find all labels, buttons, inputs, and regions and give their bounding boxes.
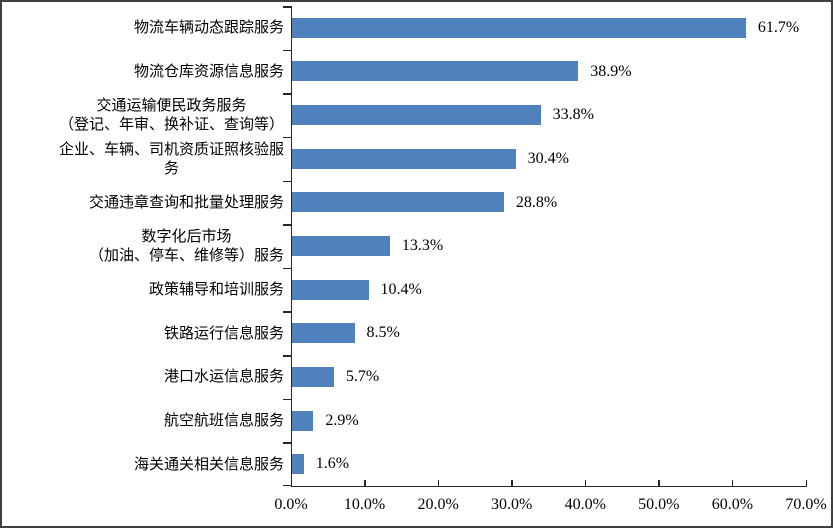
category-axis-tick xyxy=(283,267,292,270)
category-label: 港口水运信息服务 xyxy=(2,355,284,399)
category-label-text: 企业、车辆、司机资质证照核验服 务 xyxy=(58,140,284,177)
bar-value-label: 33.8% xyxy=(552,106,594,124)
category-label-text: 物流仓库资源信息服务 xyxy=(133,62,284,80)
bar-value-label: 38.9% xyxy=(590,62,632,80)
x-axis-tick xyxy=(731,480,734,486)
bar xyxy=(292,323,355,344)
bar xyxy=(292,61,579,82)
x-axis-tick-label: 60.0% xyxy=(711,496,754,513)
category-axis-tick xyxy=(283,224,292,226)
category-label-text: 铁路运行信息服务 xyxy=(163,324,284,342)
x-axis-tick-label: 0.0% xyxy=(274,496,308,513)
bar xyxy=(292,105,541,126)
x-axis-tick-label: 70.0% xyxy=(785,496,827,513)
category-label-text: 物流车辆动态跟踪服务 xyxy=(133,19,284,37)
category-label: 物流仓库资源信息服务 xyxy=(2,50,284,94)
category-axis-tick xyxy=(283,49,292,52)
category-label: 数字化后市场 （加油、停车、维修等）服务 xyxy=(2,224,284,268)
bar-value-label: 28.8% xyxy=(515,193,558,211)
category-label-text: 海关通关相关信息服务 xyxy=(133,455,284,473)
bar-value-label: 10.4% xyxy=(380,280,422,298)
x-axis-tick-label: 50.0% xyxy=(638,496,680,513)
category-label-text: 政策辅导和培训服务 xyxy=(148,281,284,299)
bar-value-label: 8.5% xyxy=(366,324,400,342)
x-axis-tick xyxy=(658,480,660,486)
category-label: 交通运输便民政务服务 （登记、年审、换补证、查询等） xyxy=(2,93,284,137)
category-label: 政策辅导和培训服务 xyxy=(2,268,284,312)
bar xyxy=(292,366,334,387)
x-axis-tick-label: 40.0% xyxy=(564,496,606,513)
category-label: 航空航班信息服务 xyxy=(2,399,284,443)
x-axis-tick xyxy=(511,480,513,486)
category-axis-tick xyxy=(283,180,292,183)
plot-area: 61.7% 38.9% 33.8% 30.4% 28.8% 13.3% 10.4% 8.5% 5… xyxy=(283,6,807,487)
bar xyxy=(292,279,369,300)
bar xyxy=(292,410,314,431)
category-axis-tick xyxy=(283,6,292,8)
bar xyxy=(292,192,504,213)
x-axis-tick xyxy=(437,480,440,486)
category-label-text: 交通违章查询和批量处理服务 xyxy=(88,193,284,211)
x-axis-tick-label: 30.0% xyxy=(491,496,533,513)
bar-value-label: 61.7% xyxy=(757,19,800,36)
category-label: 企业、车辆、司机资质证照核验服 务 xyxy=(2,137,284,181)
category-axis-tick xyxy=(283,398,292,401)
x-axis-tick xyxy=(584,480,587,486)
bar-value-label: 13.3% xyxy=(401,237,444,255)
category-axis-tick xyxy=(283,484,292,486)
category-label-text: 数字化后市场 （加油、停车、维修等）服务 xyxy=(88,227,284,264)
category-label: 交通违章查询和批量处理服务 xyxy=(2,181,284,225)
x-axis-tick xyxy=(805,480,807,486)
category-label: 物流车辆动态跟踪服务 xyxy=(2,6,284,50)
category-axis-tick xyxy=(283,136,292,139)
category-axis-tick xyxy=(283,311,292,313)
bar-value-label: 30.4% xyxy=(527,149,569,167)
category-label-text: 航空航班信息服务 xyxy=(163,412,284,430)
category-label-text: 交通运输便民政务服务 （登记、年审、换补证、查询等） xyxy=(58,97,284,134)
bar-value-label: 2.9% xyxy=(325,411,359,429)
bar xyxy=(292,236,390,256)
category-axis-tick xyxy=(283,442,292,444)
category-axis-tick xyxy=(283,355,292,357)
category-label: 海关通关相关信息服务 xyxy=(2,442,284,486)
x-axis-tick xyxy=(364,480,366,486)
bar xyxy=(292,454,304,475)
category-label: 铁路运行信息服务 xyxy=(2,311,284,355)
bar-value-label: 5.7% xyxy=(345,368,380,386)
x-axis-tick-label: 10.0% xyxy=(343,496,386,513)
bar xyxy=(292,148,516,169)
x-axis-tick-label: 20.0% xyxy=(417,496,459,513)
bar xyxy=(292,17,746,38)
bar-value-label: 1.6% xyxy=(315,455,350,473)
category-label-text: 港口水运信息服务 xyxy=(163,368,284,386)
category-axis-tick xyxy=(283,93,292,95)
